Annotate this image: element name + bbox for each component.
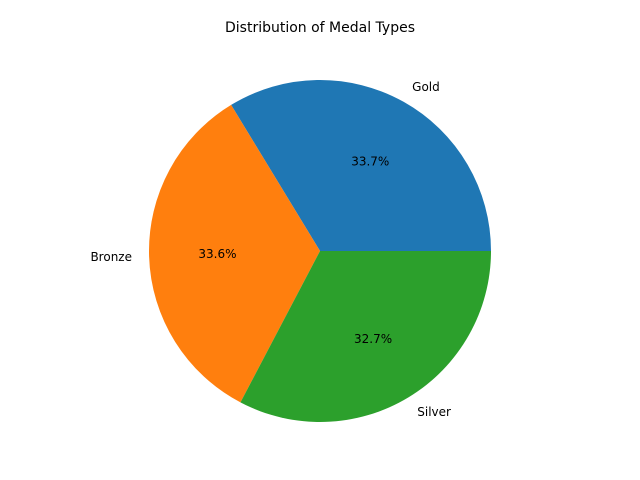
slice-percent-silver: 32.7%	[354, 332, 392, 346]
pie-labels: Gold 33.7% Bronze 33.6% Silver 32.7%	[90, 80, 451, 419]
slice-percent-gold: 33.7%	[351, 155, 389, 169]
chart-title: Distribution of Medal Types	[225, 20, 415, 36]
slice-label-silver: Silver	[417, 405, 451, 419]
slice-label-bronze: Bronze	[90, 250, 132, 264]
pie-slice-gold	[231, 80, 491, 252]
pie-slice-bronze	[149, 104, 320, 403]
pie-slices	[149, 80, 491, 422]
slice-label-gold: Gold	[412, 80, 440, 94]
slice-percent-bronze: 33.6%	[198, 247, 236, 261]
pie-slice-silver	[240, 251, 491, 422]
